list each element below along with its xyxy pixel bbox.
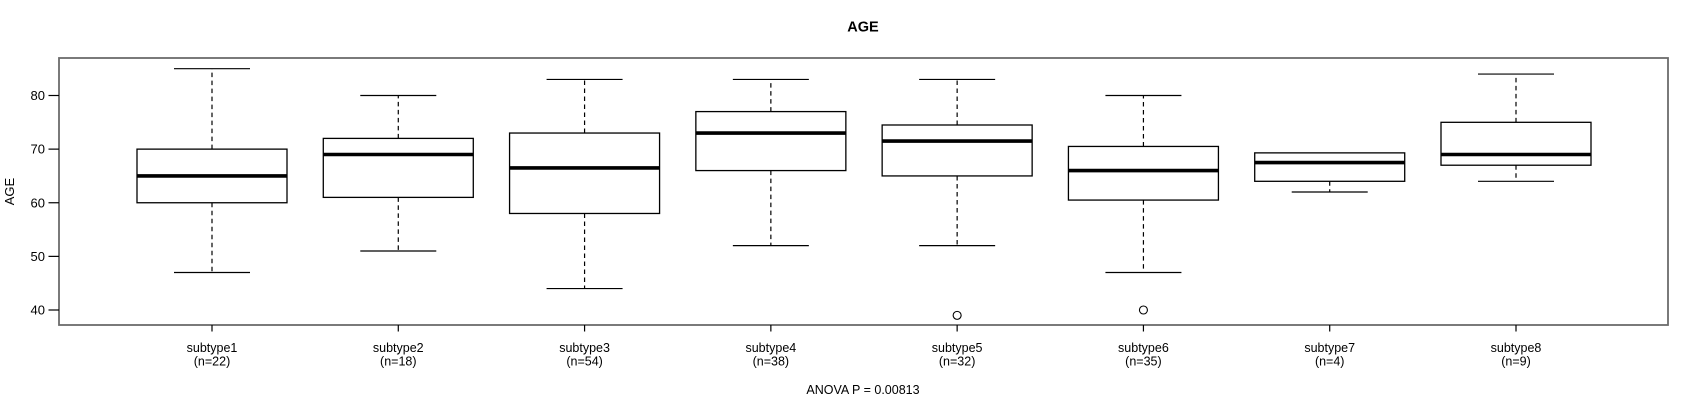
- x-tick-sublabel: (n=22): [194, 355, 230, 369]
- y-axis-title: AGE: [2, 177, 17, 205]
- x-tick-label: subtype5: [932, 341, 983, 355]
- y-tick-label: 80: [31, 88, 45, 103]
- plot-frame: [58, 57, 1669, 326]
- iqr-box: [508, 132, 661, 215]
- iqr-box: [695, 110, 847, 172]
- y-tick-label: 70: [31, 142, 45, 157]
- x-tick-label: subtype4: [745, 341, 796, 355]
- x-tick-label: subtype2: [373, 341, 424, 355]
- iqr-box: [1067, 145, 1220, 201]
- x-tick-sublabel: (n=18): [380, 355, 416, 369]
- iqr-box: [322, 137, 474, 199]
- x-tick-sublabel: (n=35): [1125, 355, 1161, 369]
- boxplot-group-subtype1: subtype1(n=22): [136, 68, 288, 369]
- outlier-point: [1138, 305, 1148, 315]
- boxplot-group-subtype8: subtype8(n=9): [1440, 73, 1592, 369]
- chart-title: AGE: [847, 20, 879, 36]
- boxplot-group-subtype7: subtype7(n=4): [1254, 152, 1406, 369]
- x-tick-sublabel: (n=38): [753, 355, 789, 369]
- y-tick-label: 40: [31, 303, 45, 318]
- x-tick-sublabel: (n=32): [939, 355, 975, 369]
- y-tick-label: 50: [31, 249, 45, 264]
- boxplot-group-subtype4: subtype4(n=38): [695, 78, 847, 369]
- x-tick-label: subtype7: [1304, 341, 1355, 355]
- x-tick-label: subtype3: [559, 341, 610, 355]
- iqr-box: [1440, 121, 1592, 166]
- boxplot-group-subtype3: subtype3(n=54): [508, 78, 661, 369]
- boxplot-group-subtype2: subtype2(n=18): [322, 94, 474, 369]
- iqr-box: [881, 124, 1033, 177]
- anova-annotation: ANOVA P = 0.00813: [806, 383, 919, 397]
- outlier-point: [952, 310, 962, 320]
- boxplot-group-subtype5: subtype5(n=32): [881, 78, 1033, 369]
- x-tick-sublabel: (n=4): [1315, 355, 1345, 369]
- x-tick-sublabel: (n=9): [1501, 355, 1531, 369]
- y-tick-label: 60: [31, 195, 45, 210]
- x-tick-sublabel: (n=54): [566, 355, 602, 369]
- x-tick-label: subtype8: [1491, 341, 1542, 355]
- iqr-box: [1254, 152, 1406, 182]
- x-tick-label: subtype1: [187, 341, 238, 355]
- boxplot-group-subtype6: subtype6(n=35): [1067, 94, 1220, 369]
- plot-content: 4050607080subtype1(n=22)subtype2(n=18)su…: [31, 68, 1592, 369]
- x-tick-label: subtype6: [1118, 341, 1169, 355]
